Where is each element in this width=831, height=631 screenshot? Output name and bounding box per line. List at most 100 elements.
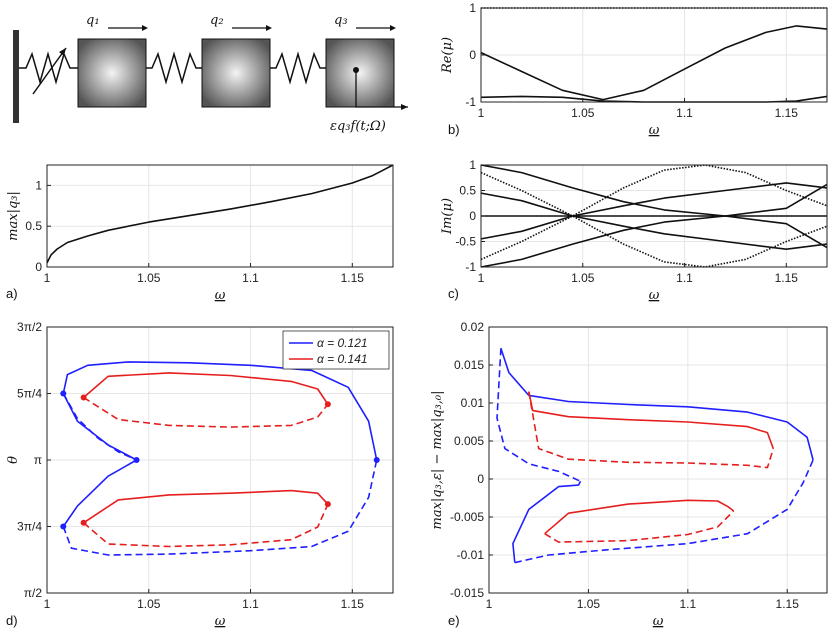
series-e-blue-solid-upper <box>500 348 814 461</box>
panel-label-c: c) <box>448 286 459 301</box>
mass-1 <box>77 38 147 108</box>
y-axis-label: Im(μ) <box>440 198 455 235</box>
series-c-s1 <box>480 164 828 249</box>
y-tick-label: 0.01 <box>461 396 485 410</box>
legend: α = 0.121 α = 0.141 <box>282 330 390 370</box>
bifurcation-point <box>80 519 87 526</box>
force-arrow <box>355 70 408 108</box>
series-c-s3 <box>480 192 828 250</box>
axes-frame-e <box>488 326 828 594</box>
x-tick-label: 1 <box>478 106 485 120</box>
series-c-s2 <box>480 183 828 268</box>
spring-1 <box>19 51 78 85</box>
x-tick-label: 1.05 <box>577 597 601 611</box>
y-tick-label: 5π/4 <box>17 387 42 401</box>
y-tick-label: 3π/2 <box>17 320 42 334</box>
q2-label: q₂ <box>210 13 224 28</box>
mass-2 <box>201 38 271 108</box>
series-e-blue-solid-lower <box>512 480 582 563</box>
y-tick-label: 0.005 <box>454 434 484 448</box>
x-tick-label: 1.1 <box>676 271 693 285</box>
x-tick-label: 1.15 <box>341 271 365 285</box>
spring-3 <box>270 51 326 85</box>
x-tick-label: 1.1 <box>242 597 259 611</box>
panel-label-a: a) <box>6 286 18 301</box>
series-d-red-dash-upper <box>83 396 329 428</box>
y-tick-label: -0.01 <box>457 548 485 562</box>
series-e-red-solid-lower <box>544 499 735 535</box>
series-d-blue-solid-lower <box>62 459 137 527</box>
chart-e: 1 1.05 1.1 1.15 -0.015 -0.01 -0.005 0 0.005 0.01 0… <box>430 320 828 629</box>
bifurcation-point <box>60 390 67 397</box>
y-tick-label: 0 <box>469 209 476 223</box>
mass-3 <box>325 38 395 108</box>
plot-area-e <box>489 327 827 593</box>
bifurcation-point <box>324 501 331 508</box>
y-tick-label: 3π/4 <box>17 520 42 534</box>
y-tick-label: -0.015 <box>450 586 484 600</box>
x-axis-label: ω <box>215 288 226 303</box>
x-tick-label: 1.15 <box>775 271 799 285</box>
x-tick-label: 1 <box>486 597 493 611</box>
x-tick-label: 1.05 <box>137 597 161 611</box>
y-tick-label: 0.015 <box>454 358 484 372</box>
x-tick-label: 1.15 <box>775 106 799 120</box>
y-tick-label: -0.005 <box>450 510 484 524</box>
y-tick-label: 0 <box>35 260 42 274</box>
series-d-blue-dash-lower <box>62 459 378 556</box>
spring-arrow-head <box>59 48 66 56</box>
bifurcation-point <box>60 523 67 530</box>
x-tick-label: 1.05 <box>571 271 595 285</box>
series-e-blue-dash-upper <box>496 348 581 483</box>
series-c-s4 <box>480 182 828 240</box>
series-d-blue-solid-upper <box>62 361 378 461</box>
plots: 1 1.05 1.1 1.15 0 0.5 1 ω max|q₃| 1 1.05 1.1 1.15 -1 0… <box>6 1 828 629</box>
y-tick-label: π <box>34 453 42 467</box>
chart-a: 1 1.05 1.1 1.15 0 0.5 1 ω max|q₃| <box>6 164 394 303</box>
force-arrow-head <box>401 104 408 110</box>
series-d-red-dash-lower <box>83 503 329 548</box>
legend-box <box>282 330 390 370</box>
panel-label-e: e) <box>448 613 460 628</box>
y-tick-label: 0.02 <box>461 320 485 334</box>
q3-label: q₃ <box>334 13 348 28</box>
series-e-red-solid-upper <box>528 391 775 449</box>
x-axis-label: ω <box>649 288 660 303</box>
series-e-red-dash-upper <box>528 391 775 469</box>
y-tick-label: π/2 <box>24 586 43 600</box>
x-tick-label: 1 <box>44 597 51 611</box>
y-tick-label: 0.5 <box>25 219 42 233</box>
legend-label: α = 0.141 <box>317 352 368 366</box>
series-d-blue-dash-upper <box>62 393 137 461</box>
x-tick-label: 1.05 <box>571 106 595 120</box>
q1-arrow-head <box>142 25 148 31</box>
bifurcation-point <box>133 457 140 463</box>
x-axis-label: ω <box>215 614 226 629</box>
spring-2 <box>146 51 202 85</box>
y-tick-label: 0 <box>469 48 476 62</box>
chart-c: 1 1.05 1.1 1.15 -1 -0.5 0 0.5 1 ω Im(μ) <box>440 158 828 303</box>
chart-b: 1 1.05 1.1 1.15 -1 0 1 ω Re(μ) <box>440 1 828 138</box>
axes-frame-a <box>46 164 394 268</box>
series-e-blue-dash-lower <box>514 459 814 564</box>
y-axis-label: max|q₃| <box>6 191 21 241</box>
series-d-red-solid-upper <box>83 372 329 405</box>
x-tick-label: 1.15 <box>776 597 800 611</box>
y-axis-label: Re(μ) <box>440 37 455 74</box>
q1-label: q₁ <box>86 13 100 28</box>
series-b-branch1 <box>480 25 828 101</box>
x-tick-label: 1.15 <box>341 597 365 611</box>
series-d-red-solid-lower <box>83 489 329 524</box>
y-tick-label: -0.5 <box>455 235 476 249</box>
x-tick-label: 1.1 <box>242 271 259 285</box>
bifurcation-point <box>80 394 87 401</box>
mass-spring-diagram: q₁ q₂ q₃ εq₃f(t;Ω) <box>13 13 408 134</box>
y-tick-label: -1 <box>465 95 476 109</box>
spring-arrow <box>32 47 67 95</box>
y-axis-label: max|q₃,ε| − max|q₃,₀| <box>430 390 445 529</box>
q2-arrow-head <box>266 25 272 31</box>
bifurcation-point <box>324 401 331 408</box>
x-tick-label: 1 <box>44 271 51 285</box>
